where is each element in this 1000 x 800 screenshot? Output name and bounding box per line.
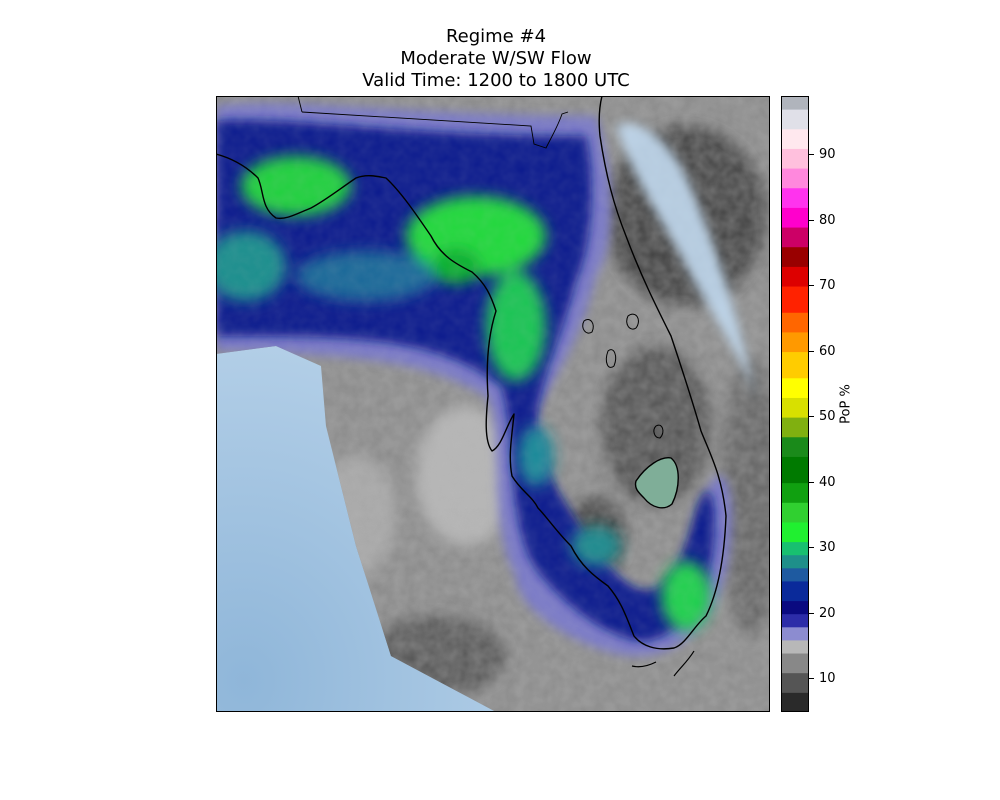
map-title: Regime #4 Moderate W/SW Flow Valid Time:… xyxy=(216,26,776,92)
colorbar-swatch xyxy=(781,554,809,569)
colorbar-label-text: PoP % xyxy=(838,384,854,424)
colorbar-swatch xyxy=(781,246,809,267)
colorbar-tick-label: 30 xyxy=(819,540,836,556)
colorbar-tick: 10 xyxy=(809,671,849,687)
colorbar-swatch xyxy=(781,456,809,484)
colorbar-swatch xyxy=(781,312,809,333)
colorbar-tick-mark xyxy=(809,612,814,614)
colorbar-swatch xyxy=(781,168,809,189)
colorbar-tick: 40 xyxy=(809,475,849,491)
colorbar-swatch xyxy=(781,567,809,582)
state-border xyxy=(301,111,569,149)
colorbar-swatch xyxy=(781,109,809,130)
colorbar-tick-label: 60 xyxy=(819,343,836,359)
atlantic-ocean xyxy=(616,123,755,396)
colorbar-swatch xyxy=(781,266,809,287)
map-border xyxy=(216,96,770,712)
colorbar-tick: 50 xyxy=(809,409,849,425)
colorbar-swatch xyxy=(781,351,809,379)
colorbar-swatch xyxy=(781,521,809,543)
colorbar-swatch xyxy=(781,626,809,641)
title-valid-time: Valid Time: 1200 to 1800 UTC xyxy=(362,70,630,91)
colorbar-tick-label: 50 xyxy=(819,409,836,425)
colorbar xyxy=(781,96,809,712)
colorbar-tick-mark xyxy=(809,416,814,418)
colorbar-swatch xyxy=(781,639,809,654)
colorbar-tick-mark xyxy=(809,219,814,221)
colorbar-tick-label: 40 xyxy=(819,474,836,490)
colorbar-tick-mark xyxy=(809,285,814,287)
colorbar-tick-label: 10 xyxy=(819,671,836,687)
colorbar-tick-mark xyxy=(809,153,814,155)
colorbar-swatch xyxy=(781,613,809,628)
colorbar-swatch xyxy=(781,502,809,523)
colorbar-swatch xyxy=(781,600,809,615)
lake-okeechobee xyxy=(634,457,679,509)
colorbar-swatch xyxy=(781,377,809,398)
colorbar-tick: 30 xyxy=(809,540,849,556)
colorbar-swatch xyxy=(781,580,809,602)
pop-map xyxy=(216,96,770,712)
colorbar-tick-mark xyxy=(809,481,814,483)
colorbar-tick-label: 70 xyxy=(819,278,836,294)
colorbar-tick-label: 20 xyxy=(819,605,836,621)
colorbar-tick-mark xyxy=(809,547,814,549)
colorbar-tick-label: 90 xyxy=(819,146,836,162)
colorbar-swatch xyxy=(781,207,809,228)
colorbar-swatch xyxy=(781,227,809,248)
colorbar-tick-label: 80 xyxy=(819,212,836,228)
colorbar-ticks: 10 20 30 40 50 60 70 80 90 xyxy=(809,96,849,712)
colorbar-tick-mark xyxy=(809,350,814,352)
colorbar-tick: 60 xyxy=(809,344,849,360)
colorbar-swatch xyxy=(781,331,809,353)
colorbar-swatch xyxy=(781,672,809,693)
colorbar-swatch xyxy=(781,96,809,110)
coastline xyxy=(216,96,727,650)
colorbar-tick-mark xyxy=(809,678,814,680)
colorbar-swatch xyxy=(781,541,809,556)
title-regime: Regime #4 xyxy=(445,26,547,47)
colorbar-swatches xyxy=(781,96,809,712)
colorbar-tick: 90 xyxy=(809,147,849,163)
colorbar-swatch xyxy=(781,187,809,208)
colorbar-swatch xyxy=(781,692,809,712)
colorbar-swatch xyxy=(781,397,809,418)
colorbar-tick: 80 xyxy=(809,213,849,229)
colorbar-swatch xyxy=(781,286,809,313)
florida-keys xyxy=(631,650,695,677)
colorbar-swatch xyxy=(781,128,809,149)
colorbar-swatch xyxy=(781,417,809,438)
colorbar-tick: 70 xyxy=(809,278,849,294)
colorbar-swatch xyxy=(781,148,809,169)
colorbar-tick: 20 xyxy=(809,606,849,622)
colorbar-swatch xyxy=(781,482,809,503)
colorbar-swatch xyxy=(781,436,809,457)
colorbar-swatch xyxy=(781,653,809,674)
title-flow: Moderate W/SW Flow xyxy=(400,48,592,69)
colorbar-border xyxy=(781,96,809,712)
